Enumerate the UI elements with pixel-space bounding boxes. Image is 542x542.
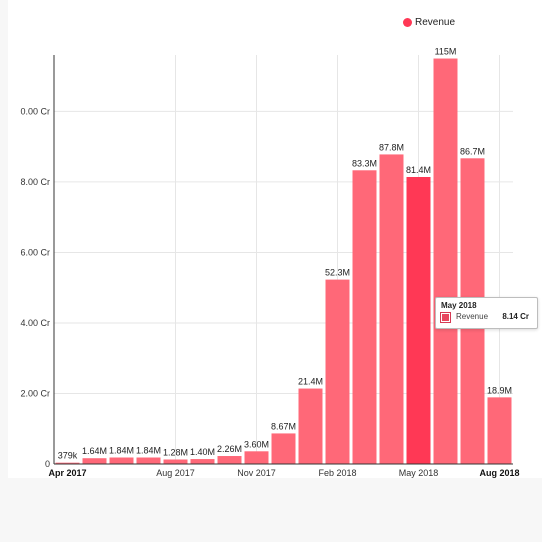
- legend-swatch-icon: [403, 18, 412, 27]
- bar: [217, 456, 242, 464]
- y-tick-label: 6.00 Cr: [20, 247, 50, 257]
- data-label: 1.40M: [190, 447, 215, 457]
- data-label: 115M: [435, 47, 457, 57]
- data-label: 18.9M: [487, 385, 512, 395]
- tooltip-value: 8.14 Cr: [502, 312, 529, 321]
- bar: [271, 433, 296, 464]
- y-tick-label: 2.00 Cr: [20, 388, 50, 398]
- data-label: 3.60M: [244, 439, 269, 449]
- tooltip-series: Revenue: [456, 312, 489, 321]
- left-panel-strip: [0, 0, 8, 542]
- bar: [379, 154, 404, 464]
- bar: [433, 58, 458, 464]
- bar: [406, 176, 431, 465]
- bar: [352, 170, 377, 464]
- bar: [55, 462, 80, 464]
- data-label: 52.3M: [325, 268, 350, 278]
- tooltip: May 2018 Revenue 8.14 Cr: [435, 297, 538, 329]
- data-label: 83.3M: [352, 158, 377, 168]
- bar: [298, 388, 323, 464]
- legend[interactable]: Revenue: [403, 17, 455, 28]
- y-tick-label: 0.00 Cr: [20, 106, 50, 116]
- data-label: 1.84M: [136, 446, 161, 456]
- bar: [136, 457, 161, 464]
- data-label: 21.4M: [298, 377, 323, 387]
- y-tick-label: 0: [45, 459, 50, 469]
- data-label: 8.67M: [271, 421, 296, 431]
- y-tick-label: 4.00 Cr: [20, 318, 50, 328]
- x-tick-label: Aug 2017: [156, 468, 195, 478]
- data-label: 87.8M: [379, 142, 404, 152]
- x-tick-label: Feb 2018: [318, 468, 356, 478]
- data-label: 86.7M: [460, 146, 485, 156]
- bar: [190, 459, 215, 464]
- bottom-panel-strip: [0, 478, 542, 542]
- data-label: 1.64M: [82, 446, 107, 456]
- bar: [487, 397, 512, 464]
- bar: [163, 459, 188, 464]
- data-label: 81.4M: [406, 165, 431, 175]
- data-label: 379k: [58, 451, 78, 461]
- bar: [244, 451, 269, 464]
- bar: [82, 458, 107, 464]
- x-tick-label: Apr 2017: [48, 468, 86, 478]
- bar: [109, 457, 134, 464]
- tooltip-swatch-icon: [440, 312, 451, 323]
- y-tick-label: 8.00 Cr: [20, 177, 50, 187]
- data-label: 1.28M: [163, 447, 188, 457]
- data-label: 2.26M: [217, 444, 242, 454]
- tooltip-title: May 2018: [441, 301, 477, 310]
- x-tick-label: Nov 2017: [237, 468, 276, 478]
- legend-label: Revenue: [415, 17, 456, 28]
- x-tick-label: Aug 2018: [479, 468, 519, 478]
- data-label: 1.84M: [109, 446, 134, 456]
- bar: [325, 279, 350, 464]
- x-tick-label: May 2018: [399, 468, 439, 478]
